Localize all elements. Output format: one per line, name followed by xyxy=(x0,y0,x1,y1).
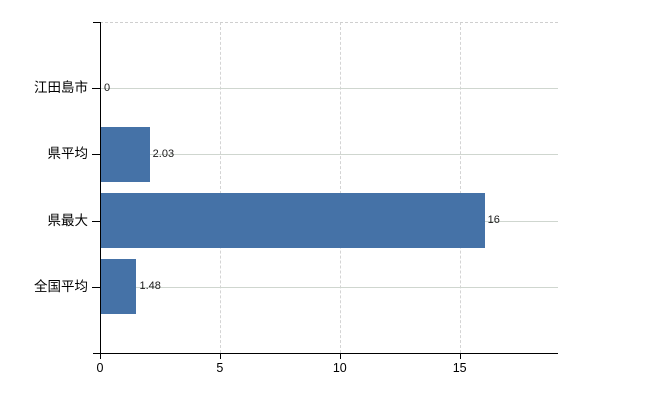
plot-top-border xyxy=(100,22,558,23)
x-gridline xyxy=(339,22,341,353)
label-layer: 0 5 10 15 江田島市 0 県平均 2.03 県最大 16 全国平均 1.48 xyxy=(34,22,558,375)
x-axis-tick-label: 0 xyxy=(96,361,104,375)
category-tick xyxy=(92,154,100,156)
category-label: 江田島市 xyxy=(34,80,88,96)
category-tick xyxy=(92,286,100,288)
bar-全国平均 xyxy=(101,259,137,315)
y-axis-line xyxy=(100,22,101,353)
x-axis-tick xyxy=(459,354,461,359)
category-label: 県平均 xyxy=(47,146,89,162)
x-gridline xyxy=(219,22,221,353)
plot-area: 0 5 10 15 江田島市 0 県平均 2.03 県最大 16 全国平均 1.48 xyxy=(34,22,558,375)
x-axis-tick-label: 15 xyxy=(452,361,467,375)
x-axis-tick-label: 10 xyxy=(332,361,347,375)
x-axis-line xyxy=(93,353,558,354)
x-axis-tick xyxy=(100,354,101,359)
category-label: 県最大 xyxy=(47,212,89,228)
row-gridline xyxy=(100,286,558,288)
bar-value-label: 2.03 xyxy=(152,147,175,160)
y-axis-end-tick xyxy=(93,22,100,23)
x-axis-tick-label: 5 xyxy=(216,361,224,375)
bar-value-label: 16 xyxy=(487,214,500,227)
bar-value-label: 0 xyxy=(104,81,111,94)
category-label: 全国平均 xyxy=(34,278,88,294)
bar-layer xyxy=(100,22,558,353)
bar-県最大 xyxy=(101,193,485,249)
row-gridline xyxy=(100,88,558,90)
category-tick xyxy=(92,88,100,90)
x-axis-tick xyxy=(219,354,221,359)
x-gridline xyxy=(459,22,461,353)
bar-県平均 xyxy=(101,126,150,182)
x-axis-tick xyxy=(339,354,341,359)
bar-value-label: 1.48 xyxy=(139,280,161,293)
category-tick xyxy=(92,220,100,222)
row-gridline xyxy=(100,154,558,156)
